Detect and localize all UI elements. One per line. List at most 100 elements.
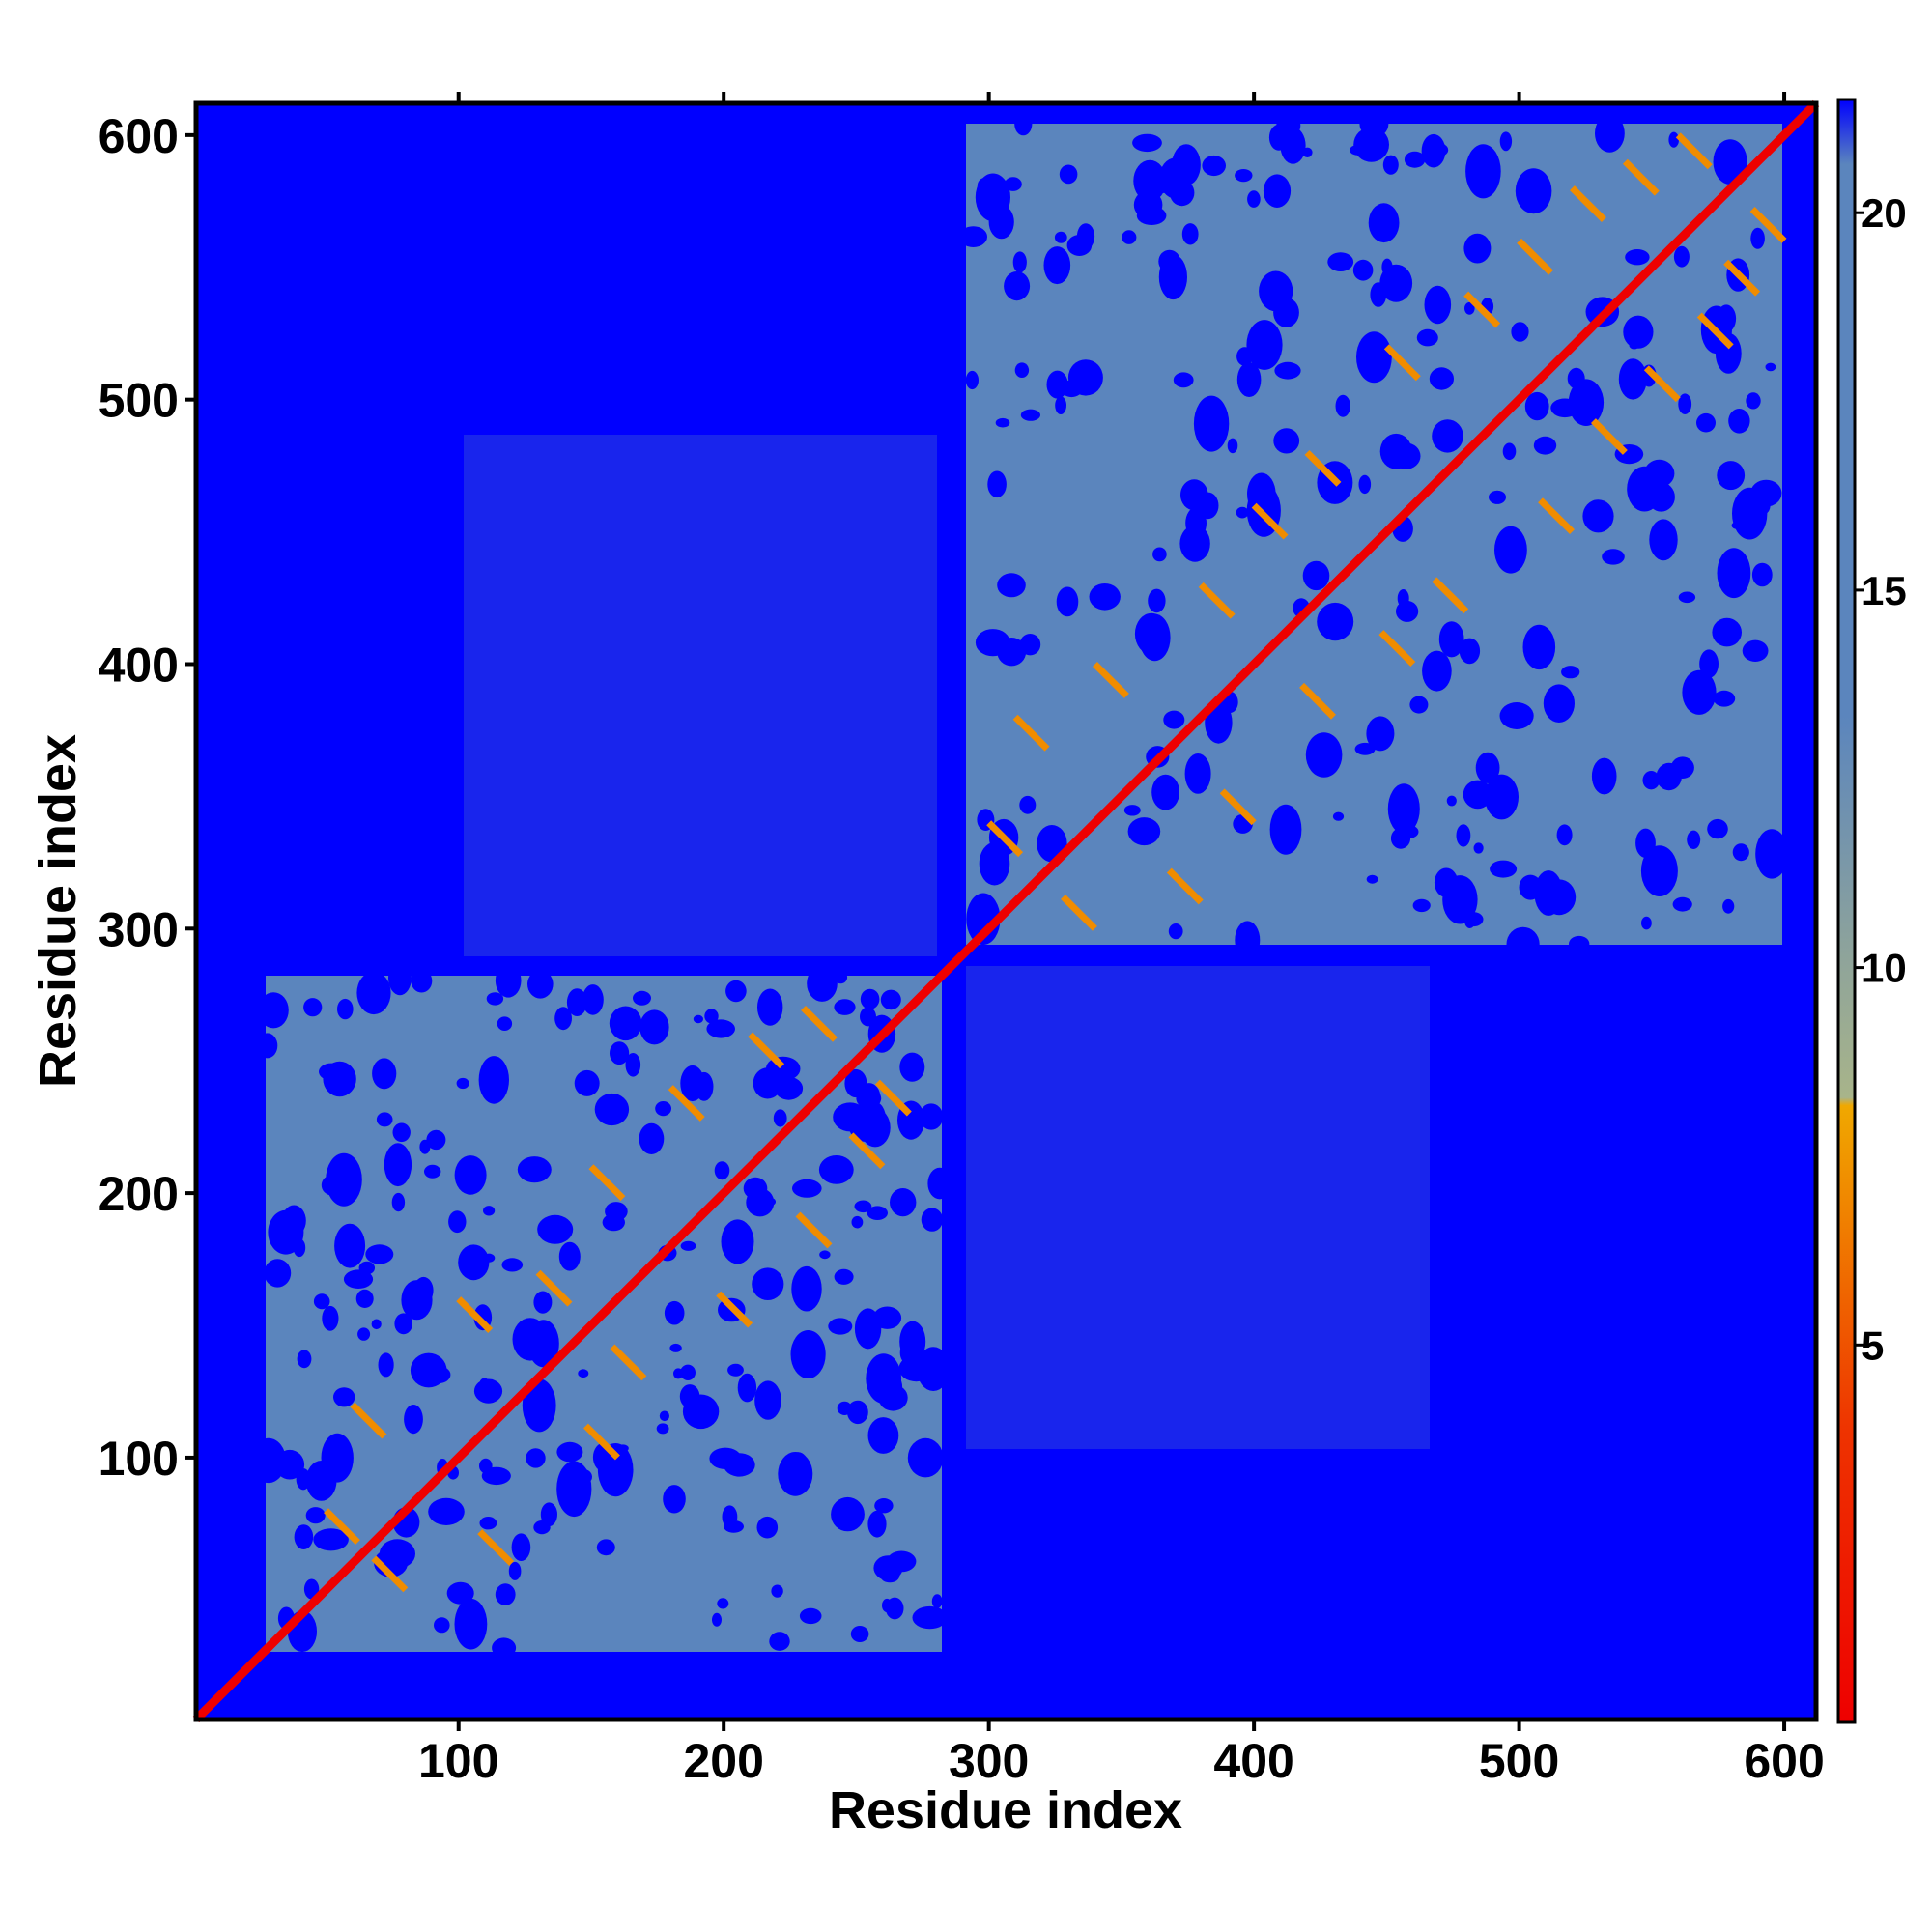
domain-speckle [1368, 203, 1400, 243]
y-tick-label: 600 [99, 109, 179, 163]
domain-speckle [1014, 112, 1033, 136]
contact-feature [1378, 630, 1416, 667]
domain-speckle [1712, 617, 1742, 647]
domain-speckle [1352, 259, 1374, 281]
contact-feature [986, 820, 1024, 858]
domain-speckle [724, 1520, 744, 1533]
domain-speckle [1172, 144, 1201, 186]
domain-speckle [737, 1373, 757, 1403]
domain-speckle [867, 1206, 888, 1220]
domain-speckle [931, 1594, 943, 1608]
domain-speckle [1396, 600, 1419, 622]
domain-speckle [1424, 285, 1452, 325]
domain-speckle [1247, 190, 1261, 208]
domain-speckle [1263, 174, 1292, 208]
domain-speckle [639, 1009, 669, 1045]
domain-speckle [1446, 795, 1457, 807]
domain-speckle [1012, 251, 1027, 273]
domain-speckle [1152, 547, 1167, 562]
domain-speckle [965, 370, 980, 390]
domain-speckle [458, 1244, 490, 1281]
contact-feature [1538, 497, 1575, 535]
domain-speckle [483, 1206, 496, 1216]
domain-speckle [695, 1071, 714, 1101]
domain-speckle [899, 1321, 926, 1362]
domain-speckle [850, 1626, 869, 1642]
domain-speckle [394, 1313, 413, 1335]
domain-speckle [526, 1448, 546, 1468]
domain-speckle [673, 1368, 684, 1379]
domain-speckle [540, 1502, 558, 1526]
domain-speckle [605, 1202, 628, 1222]
domain-speckle [1623, 315, 1654, 349]
domain-speckle [479, 1517, 497, 1530]
domain-speckle [1750, 479, 1782, 507]
contact-feature [1570, 185, 1606, 222]
domain-speckle [655, 1101, 671, 1117]
domain-speckle [305, 1507, 326, 1524]
domain-speckle [1382, 155, 1399, 175]
domain-speckle [714, 1161, 730, 1180]
domain-speckle [294, 1524, 314, 1549]
domain-speckle [1353, 127, 1389, 162]
domain-speckle [365, 1244, 394, 1264]
contact-feature [1061, 894, 1097, 931]
domain-speckle [1569, 935, 1590, 952]
domain-speckle [1722, 898, 1735, 914]
domain-speckle [1132, 133, 1162, 153]
domain-speckle [610, 1041, 630, 1065]
domain-speckle [1618, 358, 1647, 400]
domain-speckle [975, 173, 1010, 222]
domain-speckle [1463, 780, 1492, 810]
domain-speckle [1269, 804, 1302, 855]
domain-speckle [566, 988, 587, 1016]
domain-speckle [456, 1077, 469, 1090]
domain-speckle [323, 1061, 356, 1097]
domain-speckle [1123, 805, 1141, 816]
domain-speckle [448, 1210, 467, 1234]
domain-speckle [1561, 666, 1580, 679]
domain-speckle [596, 1539, 615, 1556]
domain-speckle [880, 989, 901, 1010]
domain-speckle [1556, 824, 1573, 846]
x-tick-label: 400 [1213, 1734, 1293, 1788]
contact-feature [748, 1032, 785, 1069]
domain-speckle [481, 1466, 511, 1486]
domain-speckle [1409, 696, 1429, 714]
domain-speckle [1640, 845, 1678, 896]
colorbar: 5 10 15 20 [1836, 98, 1907, 1724]
domain-speckle [337, 998, 354, 1020]
domain-speckle [1713, 139, 1747, 185]
domain-speckle [1139, 613, 1171, 662]
domain-speckle [293, 1238, 306, 1258]
domain-speckle [1391, 442, 1421, 469]
domain-speckle [1732, 843, 1749, 862]
contact-feature [1166, 867, 1204, 905]
domain-speckle [1354, 742, 1376, 755]
domain-speckle [1429, 367, 1454, 390]
domain-speckle [639, 1122, 665, 1154]
domain-speckle [1168, 923, 1183, 940]
domain-speckle [927, 1167, 952, 1200]
domain-speckle [388, 960, 412, 996]
contact-feature [1622, 158, 1660, 196]
domain-speckle [343, 1269, 374, 1289]
domain-speckle [1502, 442, 1517, 461]
domain-speckle [404, 1405, 423, 1435]
domain-speckle [1543, 879, 1577, 916]
x-axis: 100 200 300 400 500 600 [418, 1719, 1825, 1788]
domain-speckle [558, 1241, 581, 1271]
contact-feature [668, 1085, 705, 1122]
colorbar-gradient [1836, 98, 1857, 1724]
domain-speckle [371, 1319, 382, 1330]
y-tick-label: 400 [99, 638, 179, 692]
domain-speckle [1642, 771, 1661, 790]
domain-speckle [527, 1320, 559, 1368]
domain-speckle [1235, 921, 1261, 959]
domain-speckle [391, 1192, 406, 1212]
domain-speckle [1602, 549, 1625, 565]
domain-speckle [1625, 249, 1650, 266]
domain-speckle [486, 992, 504, 1006]
domain-speckle [1358, 474, 1372, 495]
domain-speckle [1020, 409, 1040, 421]
